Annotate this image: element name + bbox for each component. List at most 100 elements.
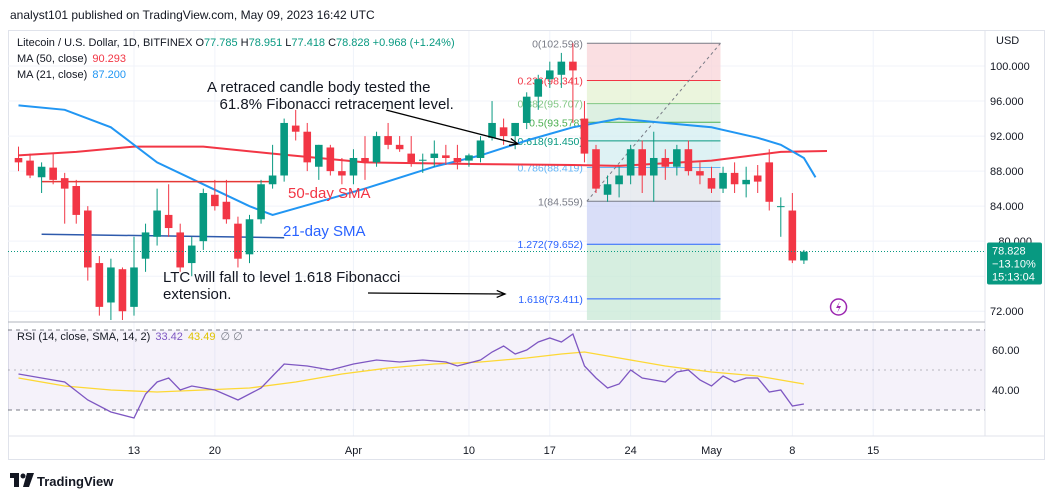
tradingview-logo-icon bbox=[10, 473, 34, 487]
candle-body bbox=[661, 157, 670, 167]
chart-canvas[interactable]: 0(102.598)0.236(98.341)0.382(95.707)0.5(… bbox=[0, 0, 1055, 460]
candle-body bbox=[522, 96, 531, 123]
last-price-badge bbox=[987, 242, 1042, 285]
publish-header: analyst101 published on TradingView.com,… bbox=[0, 0, 1055, 30]
chart-frame bbox=[8, 30, 1045, 460]
fib-level-label: 0.382(95.707) bbox=[518, 99, 583, 111]
candle-body bbox=[95, 263, 104, 307]
annotation-fall: LTC will fall to level 1.618 Fibonacci e… bbox=[163, 269, 401, 303]
candle-body bbox=[211, 194, 219, 207]
candle-body bbox=[638, 149, 646, 176]
legend-ma21-value: 87.200 bbox=[92, 69, 127, 81]
candle-body bbox=[580, 118, 589, 154]
candle-body bbox=[719, 172, 727, 189]
price-axis-tick-label: 84.000 bbox=[990, 201, 1024, 213]
candle-body bbox=[349, 157, 358, 176]
fib-band bbox=[586, 80, 721, 104]
fib-band bbox=[586, 244, 721, 299]
time-axis-label: Apr bbox=[345, 445, 362, 457]
time-axis-label: 8 bbox=[789, 445, 795, 457]
lightning-icon-bolt bbox=[836, 301, 842, 313]
price-axis-tick-label: 96.000 bbox=[990, 96, 1024, 108]
candle-body bbox=[49, 167, 57, 180]
annotation-50-sma: 50-day SMA bbox=[288, 185, 371, 202]
candle-body bbox=[14, 157, 23, 163]
retrace-arrow bbox=[385, 109, 519, 145]
legend-high: H78.951 bbox=[240, 37, 283, 49]
candle-body bbox=[107, 267, 115, 303]
candle-body bbox=[326, 147, 335, 172]
candle-body bbox=[395, 144, 404, 150]
fib-band bbox=[586, 43, 721, 81]
fib-level-label: 1.618(73.411) bbox=[518, 294, 583, 306]
legend-symbol-row: Litecoin / U.S. Dollar, 1D, BITFINEX O77.… bbox=[17, 37, 455, 49]
fib-level-label: 0.5(93.578) bbox=[529, 117, 583, 129]
candle-body bbox=[626, 149, 635, 176]
candle-body bbox=[37, 166, 46, 178]
candle-body bbox=[592, 149, 600, 189]
legend-ma50-value: 90.293 bbox=[92, 53, 127, 65]
fib-level-label: 0.618(91.450) bbox=[518, 136, 583, 148]
annotation-retrace: A retraced candle body tested the 61.8% … bbox=[207, 79, 454, 113]
candle-body bbox=[742, 179, 750, 185]
candle-body bbox=[730, 172, 739, 185]
candle-body bbox=[118, 269, 127, 312]
legend-close: C78.828 bbox=[328, 37, 370, 49]
candle-body bbox=[153, 210, 161, 237]
retrace-arrow-head bbox=[509, 138, 520, 146]
candle-body bbox=[303, 131, 312, 163]
candle-body bbox=[199, 193, 208, 242]
annotation-21-sma: 21-day SMA bbox=[283, 223, 366, 240]
candle-body bbox=[130, 267, 138, 307]
candle-body bbox=[361, 157, 369, 163]
publisher-text: analyst101 published on TradingView.com,… bbox=[10, 8, 375, 22]
time-axis-label: 13 bbox=[128, 445, 140, 457]
legend-ma21-row: MA (21, close) 87.200 bbox=[17, 69, 126, 81]
candle-body bbox=[684, 149, 693, 172]
price-axis-tick-label: 72.000 bbox=[990, 306, 1024, 318]
time-axis-label: May bbox=[701, 445, 722, 457]
candle-body bbox=[257, 184, 265, 220]
rsi-axis-tick-label: 60.00 bbox=[992, 345, 1020, 357]
candle-body bbox=[753, 175, 762, 182]
legend-rsi-ma-value: 43.49 bbox=[187, 331, 216, 343]
candle-body bbox=[234, 223, 242, 259]
candle-body bbox=[569, 61, 577, 71]
last-price-countdown: 15:13:04 bbox=[992, 271, 1035, 283]
candle-body bbox=[372, 136, 381, 163]
fib-band bbox=[586, 103, 721, 123]
candle-body bbox=[418, 159, 427, 161]
fib-band bbox=[586, 201, 721, 245]
candle-body bbox=[338, 171, 346, 176]
price-axis-unit: USD bbox=[996, 35, 1019, 47]
legend-ma21-label: MA (21, close) bbox=[17, 69, 88, 81]
price-axis-tick-label: 92.000 bbox=[990, 131, 1024, 143]
fib-band bbox=[586, 122, 721, 141]
fib-band bbox=[586, 298, 721, 320]
candle-body bbox=[60, 178, 69, 189]
fall-arrow bbox=[367, 292, 506, 295]
time-axis-label: 17 bbox=[544, 445, 556, 457]
candle-body bbox=[384, 136, 392, 145]
rsi-axis-tick-label: 40.00 bbox=[992, 385, 1020, 397]
candle-body bbox=[707, 178, 716, 189]
candle-body bbox=[511, 122, 519, 137]
last-price-change: −13.10% bbox=[992, 258, 1036, 270]
candle-body bbox=[499, 127, 508, 137]
candle-body bbox=[603, 184, 612, 195]
legend-rsi-extra: ∅ ∅ bbox=[220, 331, 243, 343]
candle-body bbox=[407, 153, 415, 163]
candle-body bbox=[465, 155, 473, 161]
legend-symbol: Litecoin / U.S. Dollar, 1D, BITFINEX bbox=[17, 37, 193, 49]
candle-body bbox=[476, 140, 485, 158]
legend-open: O77.785 bbox=[195, 37, 238, 49]
lightning-icon bbox=[829, 298, 848, 316]
candle-body bbox=[453, 157, 462, 163]
candle-body bbox=[26, 160, 34, 176]
fib-level-label: 1.272(79.652) bbox=[518, 239, 583, 251]
candle-body bbox=[442, 155, 450, 158]
legend-ma50-label: MA (50, close) bbox=[17, 53, 88, 65]
candle-body bbox=[187, 245, 196, 264]
time-axis-label: 15 bbox=[867, 445, 879, 457]
candle-body bbox=[534, 79, 543, 97]
